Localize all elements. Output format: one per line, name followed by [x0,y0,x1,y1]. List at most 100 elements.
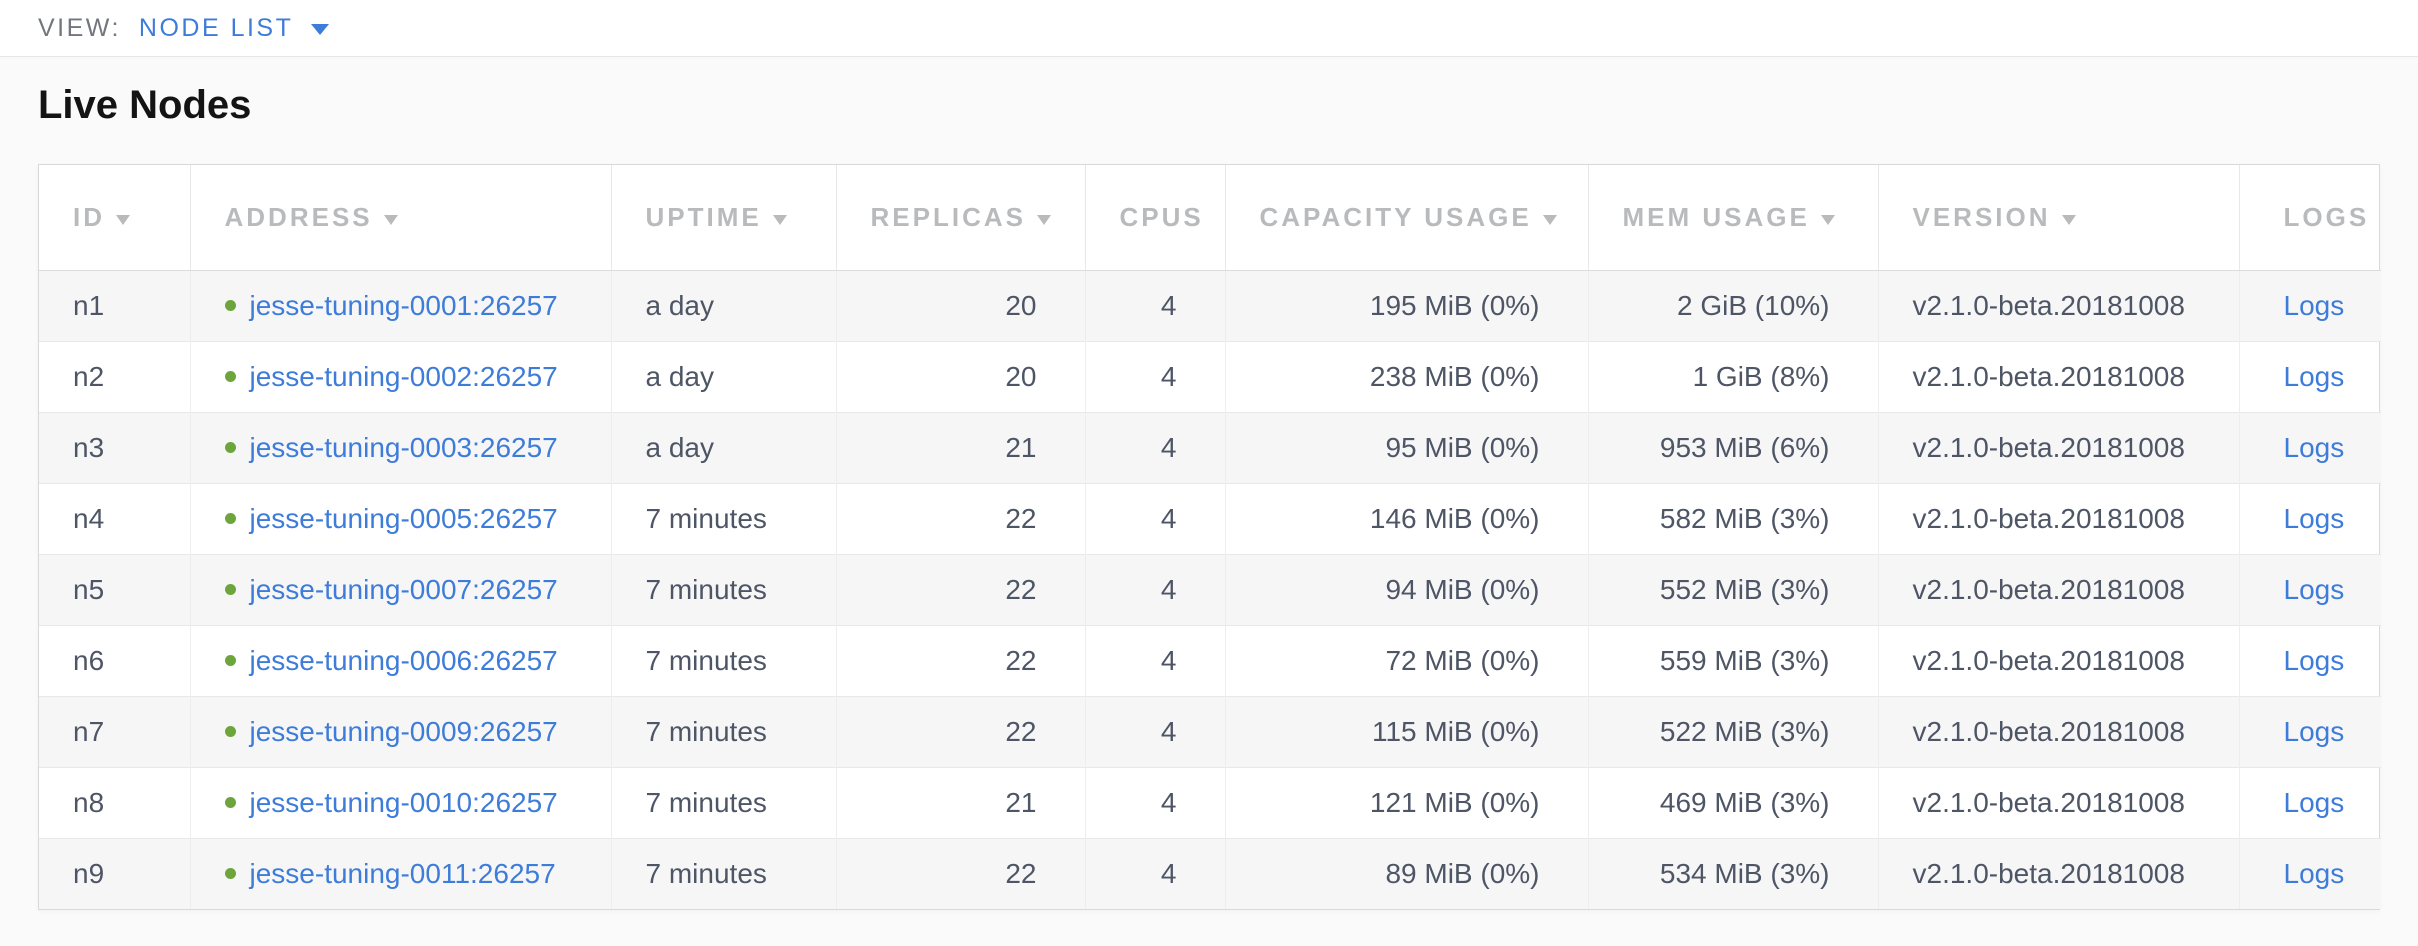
logs-link[interactable]: Logs [2283,715,2345,747]
cell-capacity_usage: 146 MiB (0%) [1224,482,1588,554]
table-row: n1 jesse-tuning-0001:26257 a day 20 4 195 MiB… [39,270,2381,341]
sort-desc-icon [1036,214,1051,225]
cell-version: v2.1.0-beta.20181008 [1877,624,2239,696]
cell-capacity_usage: 121 MiB (0%) [1224,766,1588,838]
live-status-dot-icon [224,513,236,525]
cell-version: v2.1.0-beta.20181008 [1877,482,2239,554]
cell-address: jesse-tuning-0009:26257 [189,695,611,767]
logs-link[interactable]: Logs [2283,431,2345,463]
cell-id: n9 [39,837,190,909]
page-title: Live Nodes [38,83,252,127]
logs-link[interactable]: Logs [2283,360,2345,392]
node-address-link[interactable]: jesse-tuning-0003:26257 [249,431,558,463]
cell-replicas: 21 [835,766,1085,838]
logs-link[interactable]: Logs [2283,289,2345,321]
cell-capacity_usage: 72 MiB (0%) [1224,624,1588,696]
cell-uptime: a day [610,411,836,483]
cell-cpus: 4 [1084,624,1225,696]
sort-desc-icon [1542,214,1557,225]
cell-capacity_usage: 94 MiB (0%) [1224,553,1588,625]
column-header-uptime[interactable]: UPTIME [610,165,836,271]
cell-version: v2.1.0-beta.20181008 [1877,270,2239,341]
cell-id: n1 [73,289,105,321]
column-header-cpus: CPUS [1084,165,1225,271]
node-address-link[interactable]: jesse-tuning-0010:26257 [249,786,558,818]
sort-desc-icon [772,214,787,225]
cell-address: jesse-tuning-0001:26257 [189,270,611,341]
cell-version: v2.1.0-beta.20181008 [1877,340,2239,412]
node-address-link[interactable]: jesse-tuning-0001:26257 [249,289,558,321]
cell-version: v2.1.0-beta.20181008 [1877,766,2239,838]
node-address-link[interactable]: jesse-tuning-0002:26257 [249,360,558,392]
logs-link[interactable]: Logs [2283,502,2345,534]
column-label: LOGS [2283,201,2370,232]
column-label: VERSION [1912,201,2051,232]
cell-mem_usage: 522 MiB (3%) [1587,695,1878,767]
view-label: VIEW: [38,13,121,42]
cell-mem_usage: 534 MiB (3%) [1587,837,1878,909]
cell-cpus: 4 [1084,340,1225,412]
view-dropdown[interactable]: NODE LIST [138,13,330,43]
node-address-link[interactable]: jesse-tuning-0007:26257 [249,573,558,605]
view-selected-value: NODE LIST [138,13,294,42]
cell-address: jesse-tuning-0002:26257 [189,340,611,412]
cell-address: jesse-tuning-0007:26257 [189,553,611,625]
table-row: n4 jesse-tuning-0005:26257 7 minutes 22 4 146… [39,482,2381,554]
column-header-version[interactable]: VERSION [1877,165,2239,271]
live-nodes-table: ID ADDRESS UPTIME REPLICAS CPUS CAPACITY USAG… [38,164,2381,910]
cell-version: v2.1.0-beta.20181008 [1877,553,2239,625]
cell-mem_usage: 469 MiB (3%) [1587,766,1878,838]
column-label: MEM USAGE [1622,201,1810,232]
live-status-dot-icon [224,655,236,667]
sort-desc-icon [1820,214,1835,225]
cell-capacity_usage: 115 MiB (0%) [1224,695,1588,767]
logs-link[interactable]: Logs [2283,644,2345,676]
column-header-capacity_usage[interactable]: CAPACITY USAGE [1224,165,1588,271]
cell-logs: Logs [2238,270,2381,341]
view-bar: VIEW: NODE LIST [0,0,2418,57]
table-row: n8 jesse-tuning-0010:26257 7 minutes 21 4 121… [39,766,2381,838]
column-header-id[interactable]: ID [39,165,190,271]
cell-version: v2.1.0-beta.20181008 [1877,411,2239,483]
cell-replicas: 21 [835,411,1085,483]
column-label: ADDRESS [224,201,373,232]
column-label: CAPACITY USAGE [1259,201,1532,232]
cell-replicas: 22 [835,624,1085,696]
cell-id: n2 [39,340,190,412]
cell-address: jesse-tuning-0010:26257 [189,766,611,838]
cell-capacity_usage: 95 MiB (0%) [1224,411,1588,483]
cell-uptime: 7 minutes [610,766,836,838]
live-status-dot-icon [224,868,236,880]
cell-replicas: 22 [835,553,1085,625]
cell-uptime: 7 minutes [610,482,836,554]
live-status-dot-icon [224,371,236,383]
column-label: UPTIME [645,201,762,232]
node-address-link[interactable]: jesse-tuning-0006:26257 [249,644,558,676]
node-address-link[interactable]: jesse-tuning-0005:26257 [249,502,558,534]
logs-link[interactable]: Logs [2283,573,2345,605]
logs-link[interactable]: Logs [2283,857,2345,889]
cell-mem_usage: 552 MiB (3%) [1587,553,1878,625]
cell-id: n5 [39,553,190,625]
node-address-link[interactable]: jesse-tuning-0009:26257 [249,715,558,747]
column-label: REPLICAS [870,201,1026,232]
cell-mem_usage: 953 MiB (6%) [1587,411,1878,483]
live-status-dot-icon [224,442,236,454]
live-status-dot-icon [224,797,236,809]
column-header-mem_usage[interactable]: MEM USAGE [1587,165,1878,271]
cell-cpus: 4 [1084,482,1225,554]
cell-mem_usage: 559 MiB (3%) [1587,624,1878,696]
table-row: n7 jesse-tuning-0009:26257 7 minutes 22 4 115… [39,695,2381,767]
cell-id: n3 [39,411,190,483]
node-address-link[interactable]: jesse-tuning-0011:26257 [249,857,556,889]
cell-uptime: 7 minutes [610,624,836,696]
cell-logs: Logs [2238,766,2381,838]
table-row: n5 jesse-tuning-0007:26257 7 minutes 22 4 94 … [39,553,2381,625]
column-header-replicas[interactable]: REPLICAS [835,165,1085,271]
cell-id: n6 [39,624,190,696]
sort-desc-icon [116,214,130,225]
column-header-address[interactable]: ADDRESS [189,165,611,271]
logs-link[interactable]: Logs [2283,786,2345,818]
live-status-dot-icon [224,726,236,738]
cell-uptime: a day [610,340,836,412]
